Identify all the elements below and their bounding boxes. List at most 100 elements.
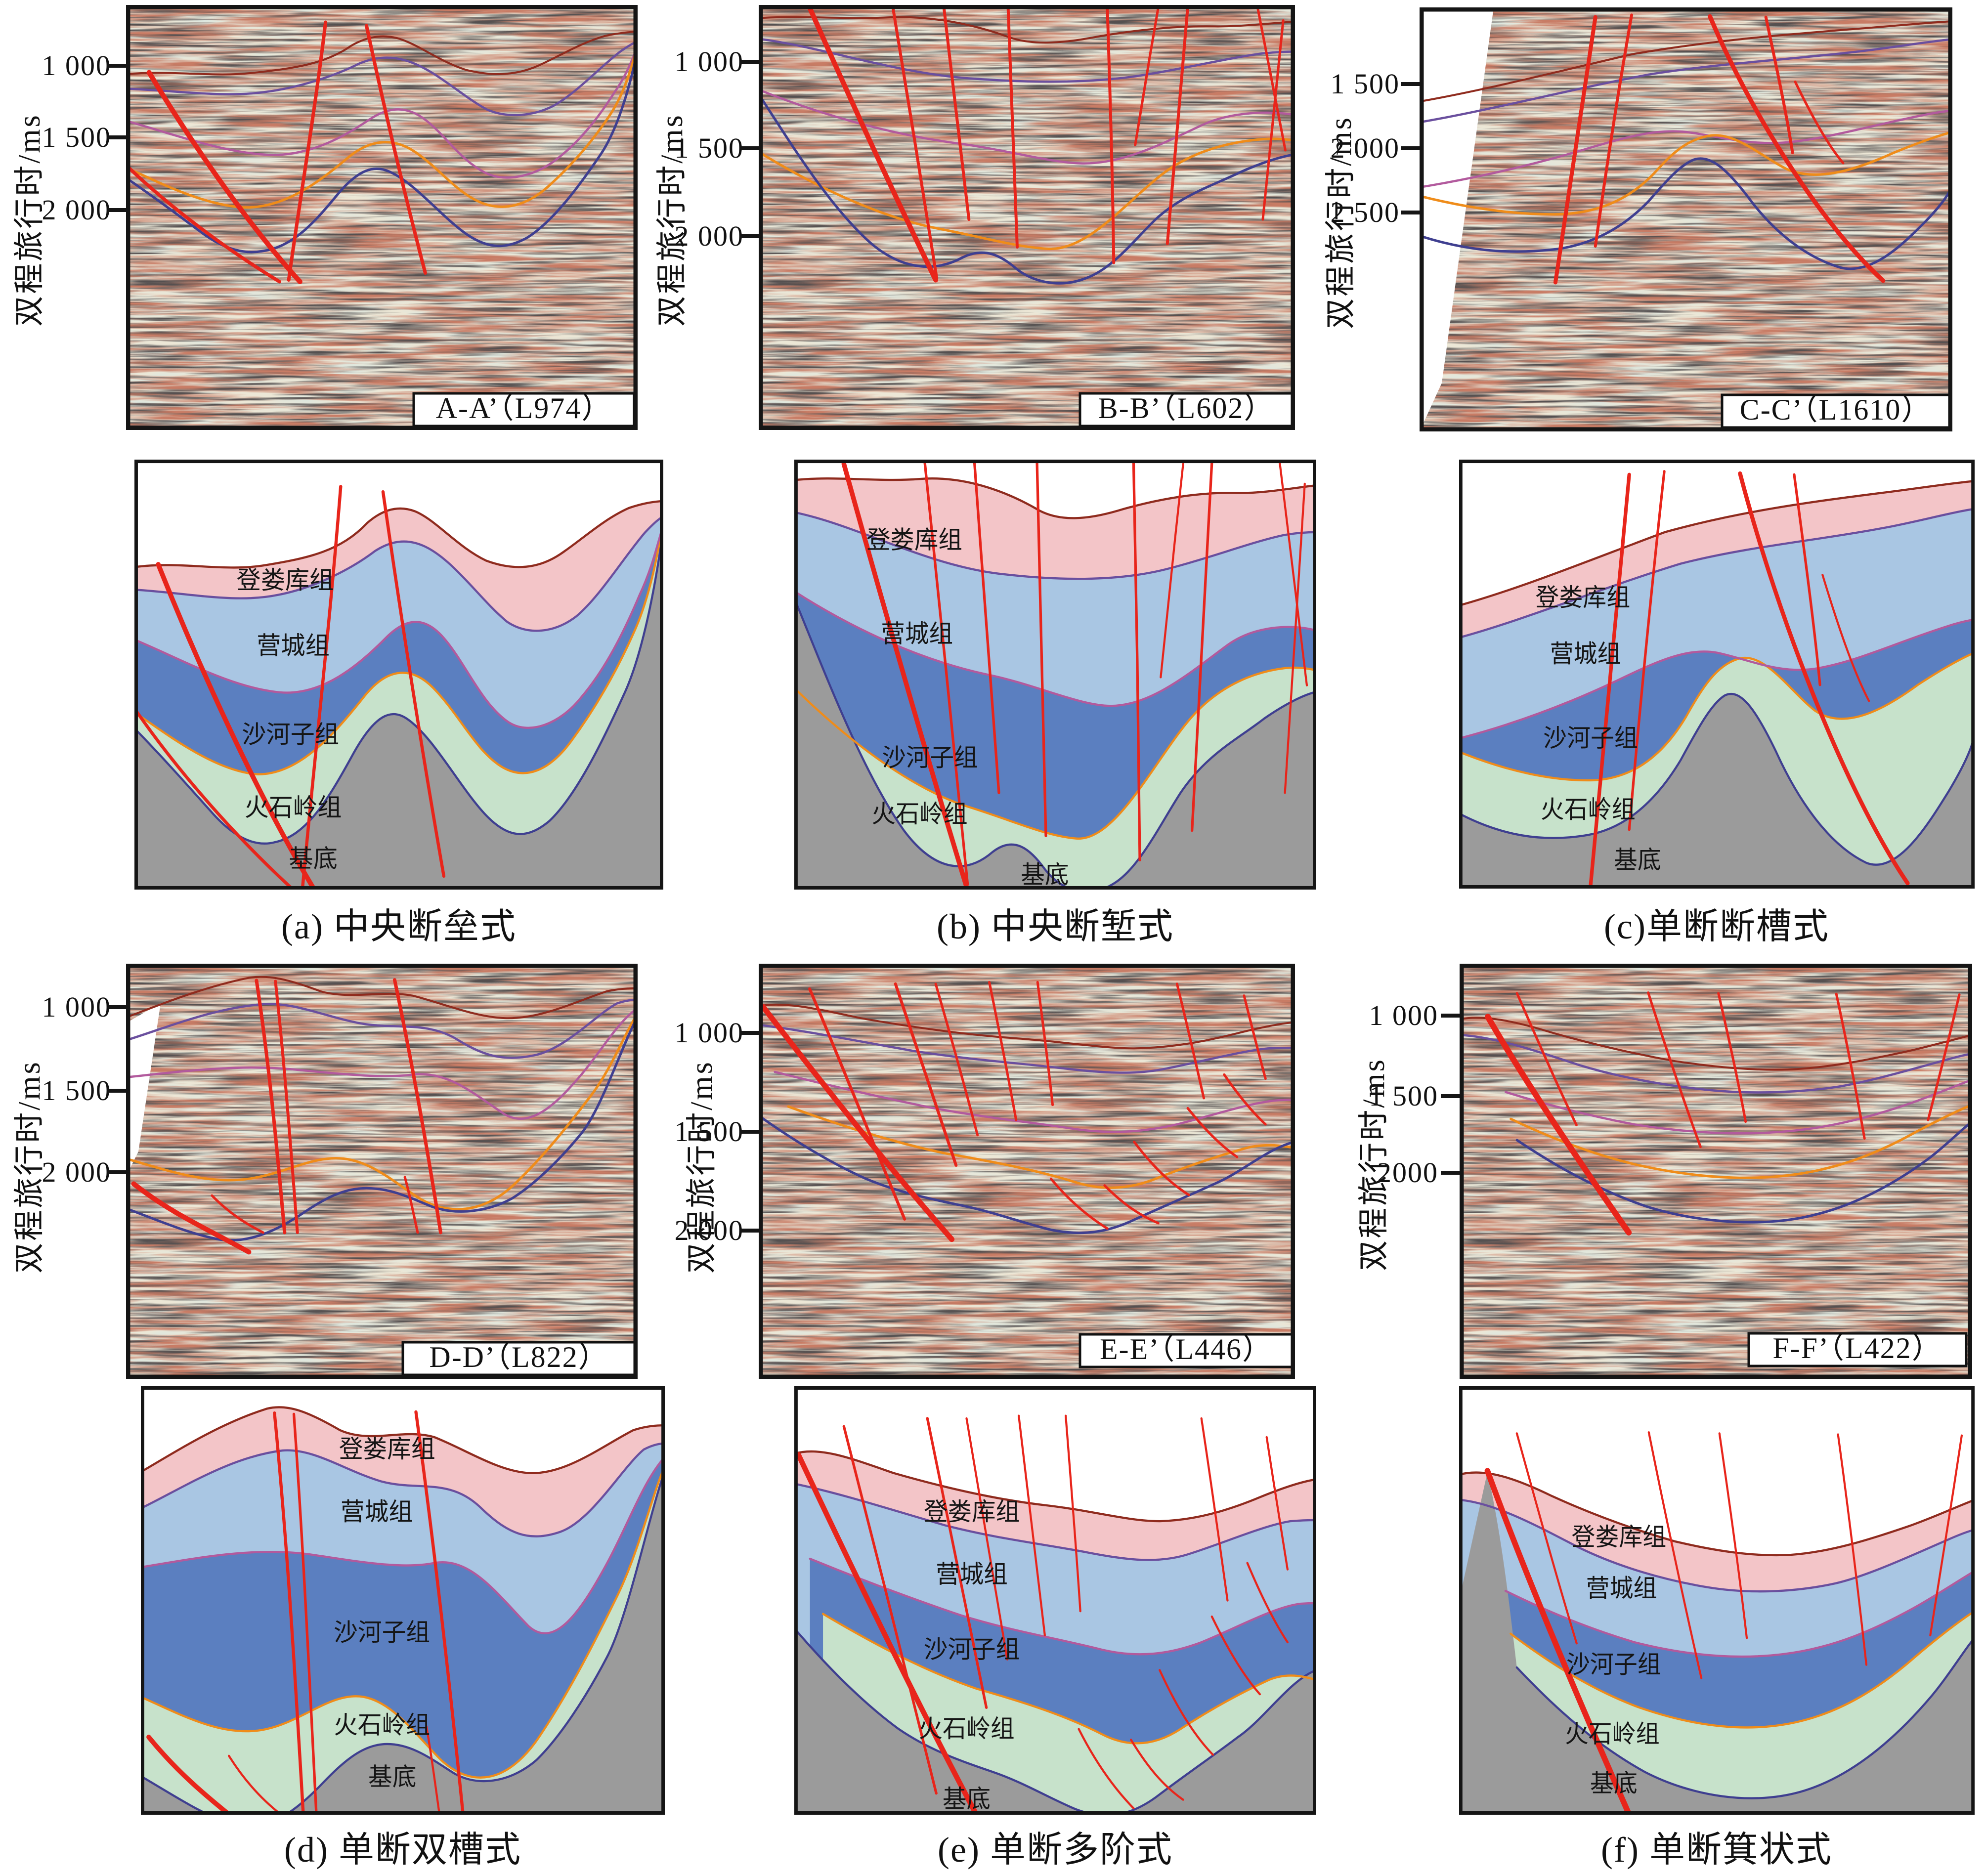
fault-line [425,1725,441,1815]
fault-line [292,1412,318,1815]
fault-line [1793,473,1821,686]
horizon-orange-line [788,1107,1295,1188]
interpretation-b: 登娄库组 营城组 沙河子组 火石岭组 基底 [794,460,1316,890]
horizon-navy-line [141,1470,665,1815]
horizon-purple-line [759,1025,1295,1073]
boundary-lines [141,1406,665,1815]
seismic-section-c: C-C’（L1610） [1420,7,1952,431]
fault-line [129,168,279,282]
layer-fill-basement [794,598,1316,890]
tick-label: 2000 [1377,1156,1438,1189]
layer-label-yingcheng: 营城组 [341,1498,413,1526]
layer-label-yingcheng: 营城组 [257,632,330,659]
horizon-magenta-line [775,1072,1295,1132]
fault-line [926,1417,988,1709]
panel-border [141,1386,665,1815]
fault-line [1555,17,1596,283]
tick-label: 1 500 [42,1074,111,1107]
fault-line [1135,8,1159,145]
layer-label-huoshiling: 火石岭组 [1565,1720,1660,1748]
tick-mark [107,208,126,212]
horizon-orange-line [794,666,1316,840]
fault-line [1160,463,1184,679]
section-label-box [401,1341,637,1376]
fault-line [1837,1433,1868,1666]
layer-label-yingcheng: 营城组 [1550,640,1621,668]
tick-label: 1 000 [674,1017,744,1049]
tick-label: 2 000 [674,220,744,252]
horizon-darkred-line [1420,21,1952,101]
caption-d: (d) 单断双槽式 [284,1830,521,1870]
fault-line [923,461,969,886]
fault-line [973,460,1000,794]
fault-line [1278,461,1308,686]
layer-label-yingcheng: 营城组 [1586,1575,1657,1602]
layer-label-denglouku: 登娄库组 [237,567,334,594]
fault-line [1710,16,1883,281]
section-label-box [1747,1332,1968,1367]
layer-label-huoshiling: 火石岭组 [1541,796,1636,823]
fault-line [414,1410,465,1815]
fault-line [1105,1186,1159,1223]
horizon-purple-line [794,511,1316,580]
seismic-noise [126,964,638,1379]
fault-line [227,1754,283,1815]
horizon-darkred-line [759,1005,1295,1049]
fault-line [1188,1108,1237,1157]
fault-line [381,490,446,878]
layer-fill-huoshiling [134,521,663,890]
horizon-orange-line [141,1465,665,1779]
boundary-lines [794,1450,1316,1815]
fault-line [936,984,978,1135]
panel-border [759,5,1295,430]
horizon-darkred-line [1459,480,1975,607]
fault-line [1628,470,1666,831]
horizons-and-faults [759,6,1295,283]
fault-line [1132,461,1141,861]
horizon-magenta-line [1504,1570,1975,1658]
boundary-lines [1459,480,1975,866]
horizon-orange-line [1511,1105,1972,1178]
layer-label-huoshiling: 火石岭组 [245,794,342,821]
fault-line [135,710,295,890]
fault-line [1017,1414,1046,1637]
fault-line [1167,7,1188,244]
fault-line [257,981,285,1233]
tick-label: 1 000 [674,45,744,78]
fault-line [1265,1436,1289,1571]
fault-line [1589,472,1631,888]
horizon-purple-line [126,1000,638,1058]
fault-line [275,981,298,1233]
horizon-purple-line [794,1483,1316,1561]
fault-line [1719,993,1746,1122]
fault-line [1134,1142,1189,1194]
fault-line [1738,471,1910,886]
horizon-purple-line [1460,1035,1972,1092]
horizon-purple-line [134,515,663,632]
fault-line [366,26,425,273]
seismic-section-f: F-F’（L422） [1460,964,1972,1379]
faults [796,1414,1289,1815]
fault-line [1037,982,1052,1105]
horizon-purple-line [1459,508,1975,639]
layer-label-shahezi: 沙河子组 [924,1636,1020,1663]
layer-label-shahezi: 沙河子组 [882,744,978,771]
panel-border [1420,7,1952,431]
fault-line [1284,482,1306,794]
horizon-magenta-line [794,590,1316,707]
layer-label-yingcheng: 营城组 [881,620,953,648]
fault-line [1244,996,1265,1079]
fault-line [842,1425,938,1795]
panel-border [126,964,638,1379]
horizon-magenta-line [134,524,663,729]
fault-line [1647,1431,1703,1679]
fault-line [1191,461,1213,832]
horizon-purple-line [1459,1498,1975,1593]
horizon-orange-line [759,139,1295,249]
horizons-and-faults [759,982,1295,1239]
caption-f: (f) 单断箕状式 [1601,1830,1832,1870]
panel-border [759,964,1295,1379]
fault-line [1263,21,1283,220]
interpretation-c: 登娄库组 营城组 沙河子组 火石岭组 基底 [1459,460,1975,889]
horizon-darkred-line [126,32,638,75]
